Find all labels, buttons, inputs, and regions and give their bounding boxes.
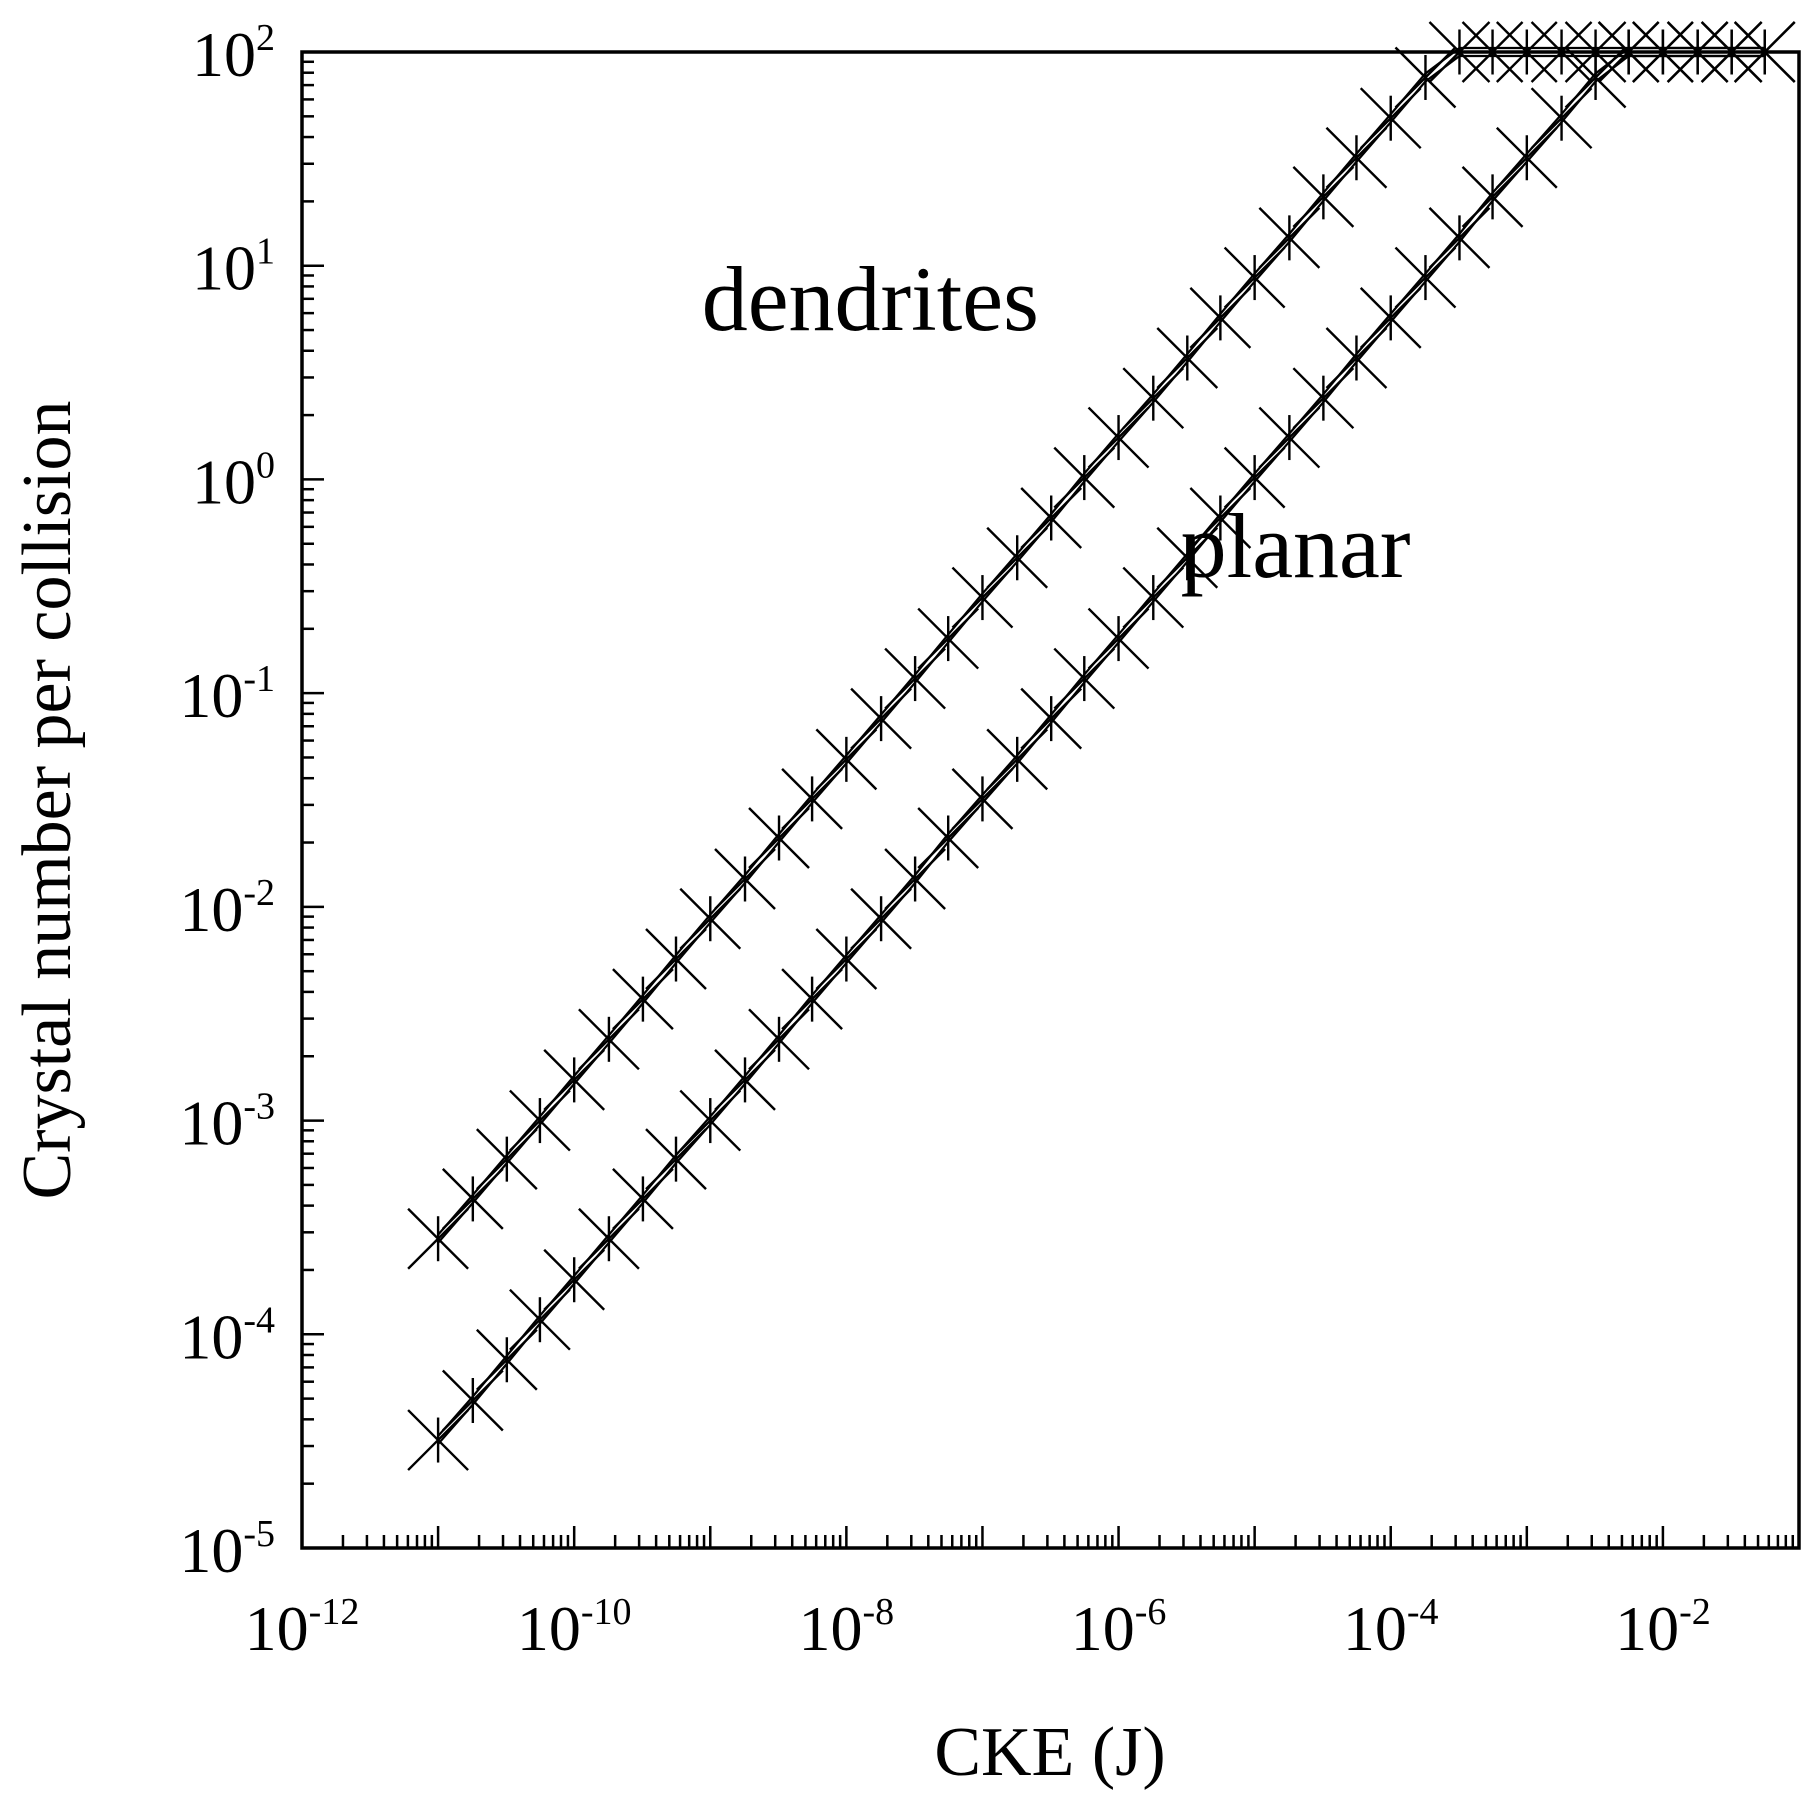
data-point [1156, 327, 1219, 389]
data-point [679, 887, 742, 950]
y-tick-label: 10-4 [179, 1299, 275, 1372]
y-axis-label: Crystal number per collision [9, 400, 86, 1199]
data-point [1292, 367, 1355, 430]
data-point [951, 768, 1014, 830]
data-point [1020, 687, 1083, 750]
data-point [1020, 487, 1083, 549]
data-point [1292, 166, 1355, 228]
y-tick-label: 10-3 [179, 1086, 275, 1159]
data-point [543, 1248, 606, 1311]
data-point [475, 1328, 538, 1391]
data-point [815, 928, 878, 990]
data-point [1087, 607, 1150, 670]
data-point [986, 728, 1049, 791]
x-tick-label: 10-10 [517, 1591, 632, 1664]
data-point [645, 1128, 707, 1190]
series-layer [407, 21, 1796, 1471]
data-point [1223, 246, 1286, 309]
data-point [1359, 287, 1422, 349]
series-planar [407, 21, 1796, 1471]
y-tick-label: 10-1 [179, 658, 275, 731]
data-point [1394, 246, 1457, 309]
data-point [917, 607, 980, 670]
data-point [407, 1409, 469, 1471]
data-point [748, 1008, 810, 1071]
y-tick-label: 10-2 [179, 872, 275, 945]
data-point [441, 1168, 504, 1230]
series-line [437, 54, 1765, 1244]
data-point [578, 1207, 640, 1270]
data-point [1495, 126, 1558, 189]
series-line [437, 46, 1765, 1437]
data-point [1258, 207, 1321, 269]
data-point [407, 1207, 469, 1270]
data-point [951, 566, 1014, 629]
data-point [1122, 566, 1185, 629]
data-point [815, 728, 878, 791]
series-label-planar: planar [1181, 495, 1411, 597]
data-point [748, 807, 810, 869]
data-point [1223, 446, 1286, 509]
data-point [578, 1008, 640, 1071]
series-line [437, 46, 1765, 1236]
tick-labels: 10-12 10-10 10-8 10-6 10-4 10-2 102 101 100 10-1 1… [179, 17, 1710, 1664]
y-tick-label: 101 [192, 231, 275, 304]
data-point [1428, 207, 1491, 269]
axis-ticks [300, 60, 1801, 1550]
data-point [1564, 46, 1627, 109]
x-tick-label: 10-12 [245, 1591, 360, 1664]
data-point [1087, 406, 1150, 469]
series-labels: dendrites planar [702, 248, 1411, 597]
x-tick-label: 10-8 [799, 1591, 895, 1664]
x-tick-label: 10-6 [1071, 1591, 1167, 1664]
data-point [1325, 327, 1388, 389]
data-point [714, 1049, 776, 1111]
data-point [509, 1288, 571, 1351]
data-point [850, 687, 912, 750]
x-tick-label: 10-4 [1343, 1591, 1439, 1664]
data-point [475, 1128, 538, 1190]
data-point [1189, 287, 1252, 349]
data-point [884, 848, 946, 910]
data-point [1394, 46, 1457, 109]
data-point [645, 928, 707, 990]
data-point [509, 1089, 571, 1152]
y-tick-label: 102 [192, 17, 275, 90]
series-label-dendrites: dendrites [702, 248, 1039, 350]
data-point [612, 1168, 674, 1230]
data-point [1359, 87, 1422, 150]
data-point [1325, 126, 1388, 189]
data-point [1156, 526, 1219, 589]
data-point [1053, 446, 1116, 509]
data-point [884, 647, 946, 710]
data-point [1258, 406, 1321, 469]
data-point [441, 1369, 504, 1432]
data-point [1530, 87, 1593, 150]
data-point [612, 968, 674, 1030]
plot-frame [300, 50, 1801, 1550]
data-point [781, 768, 843, 830]
data-point [1189, 487, 1252, 549]
data-point [917, 807, 980, 869]
x-axis-label: CKE (J) [934, 1714, 1165, 1791]
data-point [543, 1049, 606, 1111]
data-point [679, 1089, 742, 1152]
data-point [1461, 166, 1524, 228]
data-point [850, 887, 912, 950]
y-tick-label: 10-5 [179, 1513, 275, 1586]
y-tick-label: 100 [192, 444, 275, 517]
data-point [714, 848, 776, 910]
series-line [437, 54, 1765, 1445]
data-point [986, 526, 1049, 589]
x-tick-label: 10-2 [1615, 1591, 1711, 1664]
series-dendrites [407, 21, 1796, 1270]
data-point [781, 968, 843, 1030]
data-point [1053, 647, 1116, 710]
data-point [1122, 367, 1185, 430]
